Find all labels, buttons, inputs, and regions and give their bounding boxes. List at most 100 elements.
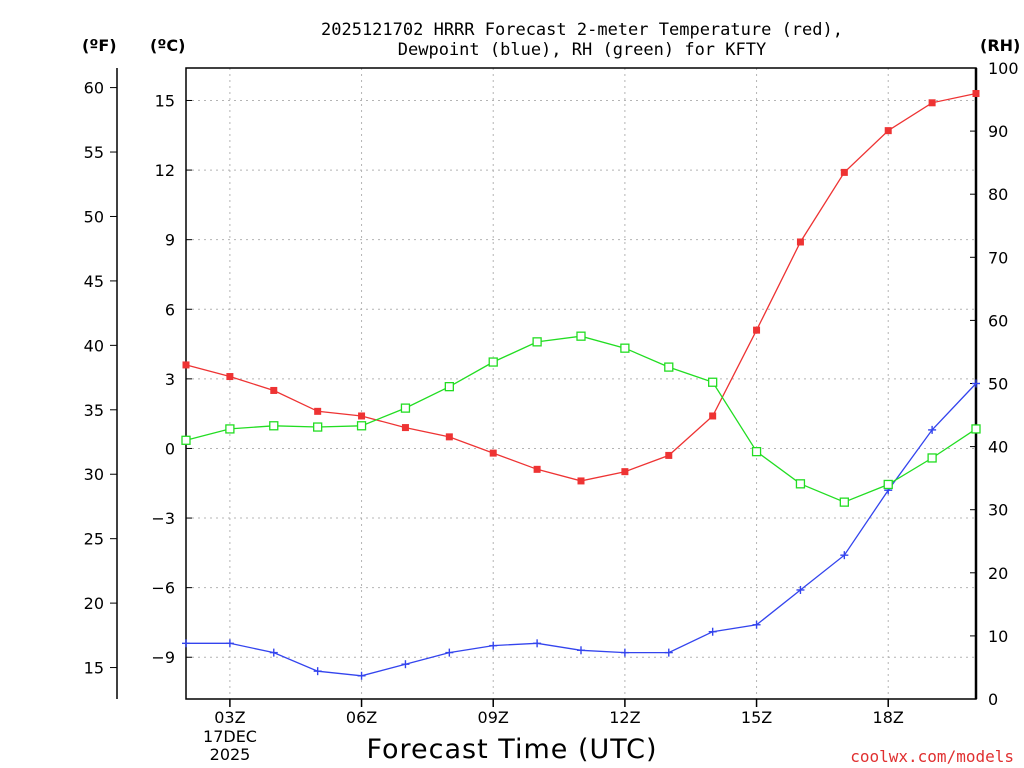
temperature-point <box>709 412 717 420</box>
dewpoint-point <box>708 627 717 636</box>
dewpoint-point <box>972 379 980 388</box>
rh-tick-label: 90 <box>988 122 1008 141</box>
temperature-point <box>270 386 278 394</box>
rh-tick-label: 20 <box>988 564 1008 583</box>
credit-link[interactable]: coolwx.com/models <box>850 747 1014 766</box>
celsius-tick-label: −9 <box>151 648 175 667</box>
rh-tick-label: 80 <box>988 185 1008 204</box>
celsius-unit-label: (ºC) <box>150 36 185 55</box>
dewpoint-point <box>928 425 937 434</box>
rh-tick-label: 0 <box>988 690 998 709</box>
date-label-day: 17DEC <box>203 727 257 746</box>
fahrenheit-tick-label: 60 <box>84 79 104 98</box>
fahrenheit-tick-label: 55 <box>84 143 104 162</box>
rh-point <box>664 362 674 372</box>
x-tick-label: 06Z <box>346 708 377 727</box>
rh-point <box>488 357 498 367</box>
x-tick-label: 03Z <box>214 708 245 727</box>
grid-lines <box>186 68 976 699</box>
dewpoint-point <box>577 646 585 655</box>
dewpoint-line <box>186 383 977 677</box>
temperature-line <box>185 92 977 482</box>
rh-tick-label: 40 <box>988 438 1008 457</box>
temperature-point <box>577 477 585 485</box>
rh-point <box>751 446 762 457</box>
temperature-point <box>445 433 453 441</box>
x-tick-label: 09Z <box>478 708 509 727</box>
rh-tick-label: 10 <box>988 627 1008 646</box>
dewpoint-point <box>752 620 761 629</box>
rh-point <box>576 331 586 341</box>
dewpoint-point <box>357 671 366 680</box>
dewpoint-point <box>225 639 234 648</box>
x-axis-title: Forecast Time (UTC) <box>366 734 657 765</box>
dewpoint-point <box>182 639 190 648</box>
dewpoint-point <box>269 648 278 657</box>
temperature-point <box>489 449 497 457</box>
dewpoint-point <box>445 648 454 657</box>
rh-point <box>795 479 806 489</box>
rh-point <box>927 453 937 463</box>
fahrenheit-tick-label: 45 <box>84 272 104 291</box>
celsius-tick-label: 6 <box>165 300 175 319</box>
plot-frame <box>185 67 977 700</box>
fahrenheit-tick-label: 30 <box>84 465 104 484</box>
x-tick-label: 18Z <box>873 708 904 727</box>
fahrenheit-tick-label: 15 <box>84 659 104 678</box>
temperature-point <box>753 326 761 334</box>
dewpoint-point <box>401 660 410 669</box>
temperature-point <box>314 407 322 415</box>
rh-unit-label: (RH) <box>980 36 1020 55</box>
rh-point <box>708 377 718 387</box>
celsius-tick-label: 3 <box>165 370 175 389</box>
dewpoint-point <box>840 551 849 560</box>
rh-point <box>400 403 411 413</box>
temperature-point <box>358 412 366 420</box>
dewpoint-point <box>533 639 542 648</box>
rh-tick-label: 30 <box>988 501 1008 520</box>
dewpoint-point <box>313 667 322 676</box>
rh-tick-label: 60 <box>988 311 1008 330</box>
celsius-tick-label: 9 <box>165 231 175 250</box>
temperature-point <box>533 465 541 473</box>
chart-title-line-1: 2025121702 HRRR Forecast 2-meter Tempera… <box>321 20 843 40</box>
temperature-point <box>665 451 673 459</box>
celsius-tick-label: 0 <box>165 439 175 458</box>
data-series <box>181 90 981 680</box>
fahrenheit-tick-label: 40 <box>84 336 104 355</box>
rh-point <box>269 421 279 431</box>
fahrenheit-tick-label: 50 <box>84 207 104 226</box>
x-tick-label: 15Z <box>741 708 772 727</box>
x-tick-label: 12Z <box>609 708 640 727</box>
temperature-point <box>796 238 804 246</box>
rh-point <box>313 422 323 432</box>
temperature-point <box>884 127 892 135</box>
rh-point <box>839 497 849 507</box>
rh-line <box>185 335 977 503</box>
temperature-point <box>401 424 409 432</box>
dewpoint-point <box>620 648 629 657</box>
temperature-point <box>182 361 190 369</box>
celsius-tick-label: −6 <box>151 579 175 598</box>
rh-point <box>971 424 981 434</box>
rh-point <box>356 421 367 431</box>
celsius-tick-label: 15 <box>155 91 175 110</box>
dewpoint-point <box>796 585 805 594</box>
rh-tick-label: 100 <box>988 59 1019 78</box>
celsius-tick-label: −3 <box>151 509 175 528</box>
date-label-year: 2025 <box>210 745 251 764</box>
temperature-point <box>621 468 629 476</box>
axis-ticks: 03Z 06Z 09Z 12Z 15Z 18Z15129630−3−6−960555045… <box>84 59 1019 727</box>
rh-tick-label: 50 <box>988 375 1008 394</box>
axes <box>116 67 978 700</box>
rh-point <box>181 435 191 445</box>
rh-point <box>444 382 454 392</box>
rh-tick-label: 70 <box>988 248 1008 267</box>
fahrenheit-unit-label: (ºF) <box>82 36 117 55</box>
dewpoint-point <box>664 648 673 657</box>
rh-point <box>883 479 893 490</box>
rh-point <box>620 343 630 353</box>
rh-point <box>225 424 235 434</box>
